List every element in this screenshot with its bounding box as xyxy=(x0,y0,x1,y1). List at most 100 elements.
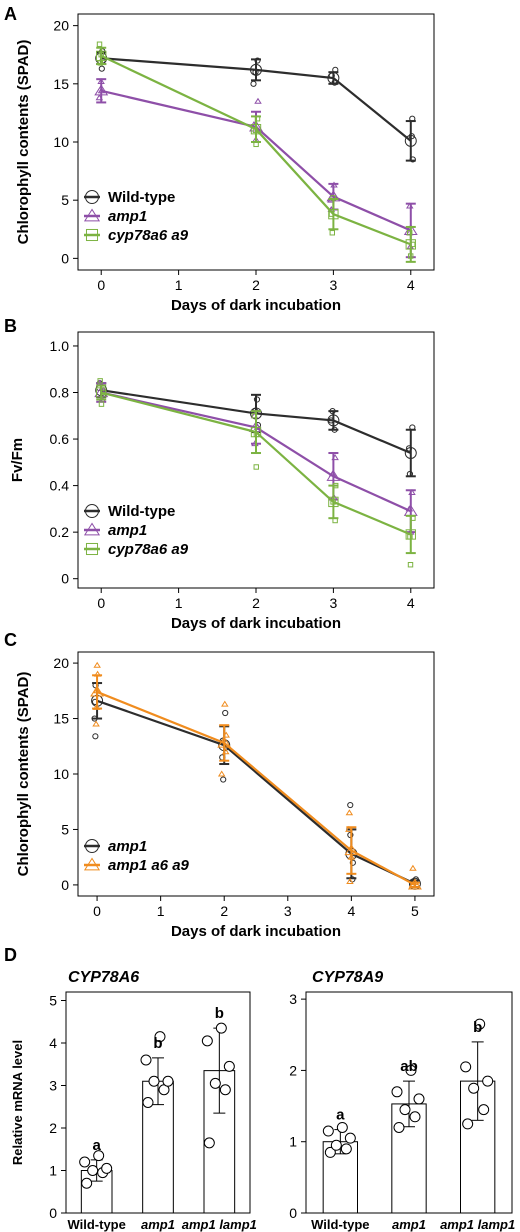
chart-title: CYP78A9 xyxy=(312,969,383,986)
significance-label: b xyxy=(153,1035,162,1052)
data-point xyxy=(201,1035,213,1047)
data-point xyxy=(142,1097,154,1108)
legend-swatch-marker xyxy=(83,208,101,222)
data-point xyxy=(406,230,413,236)
mean-marker xyxy=(96,50,107,62)
y-tick-label: 15 xyxy=(53,76,69,92)
data-point xyxy=(203,1137,215,1149)
y-tick-label: 5 xyxy=(61,192,69,208)
mean-marker xyxy=(250,426,262,438)
x-tick-label: 5 xyxy=(411,903,419,919)
y-tick-label: 15 xyxy=(53,711,69,727)
data-point xyxy=(254,57,261,64)
y-tick-label: 0 xyxy=(289,1205,297,1221)
panel-label: B xyxy=(4,316,17,336)
y-tick-label: 0 xyxy=(61,250,69,266)
data-point xyxy=(140,1054,152,1066)
y-tick-label: 3 xyxy=(49,1078,57,1094)
data-point xyxy=(393,1121,405,1133)
data-point xyxy=(87,1165,99,1176)
legend-swatch-marker xyxy=(83,522,101,536)
y-tick-label: 5 xyxy=(61,821,69,837)
data-point xyxy=(81,1177,93,1189)
data-point xyxy=(407,562,414,568)
legend-swatch-marker xyxy=(83,857,101,871)
data-point xyxy=(101,1162,113,1174)
chart-panel-b: B 0 0.2 0.4 0.6 0.8 1.0 0 1 2 3 4 Days of dark incub… xyxy=(4,316,435,632)
data-point xyxy=(93,1150,105,1162)
data-point xyxy=(254,97,262,104)
series-line xyxy=(96,690,416,886)
mean-marker xyxy=(405,239,416,250)
panel-label: C xyxy=(4,630,17,650)
significance-label: a xyxy=(92,1137,101,1154)
data-point xyxy=(96,41,103,47)
y-tick-label: 2 xyxy=(49,1120,57,1136)
chart-panel-a: A 0 5 10 15 20 0 1 2 3 4 Days of dark incubation Chl… xyxy=(4,4,435,314)
data-point xyxy=(462,1118,474,1130)
series-line xyxy=(101,389,412,455)
data-point xyxy=(162,1075,174,1087)
mean-marker xyxy=(327,414,340,427)
legend-entry: amp1 xyxy=(108,838,147,855)
data-point xyxy=(219,1084,231,1096)
x-tick-label: 3 xyxy=(329,277,337,293)
y-axis-title: Relative mRNA level xyxy=(10,1040,25,1165)
legend-entry: Wild-type xyxy=(108,503,175,520)
category-label: amp1 xyxy=(392,1217,426,1232)
y-tick-label: 2 xyxy=(289,1062,297,1078)
y-axis-title: Chlorophyll contents (SPAD) xyxy=(15,672,32,877)
x-tick-label: 1 xyxy=(175,277,183,293)
series-amp1-a6-a9 xyxy=(90,661,422,890)
data-point xyxy=(322,1125,334,1137)
mean-marker xyxy=(90,685,105,697)
x-axis-title: Days of dark incubation xyxy=(171,923,341,940)
data-point xyxy=(329,230,336,236)
significance-label: ab xyxy=(400,1058,418,1075)
mean-marker xyxy=(328,208,339,220)
data-point xyxy=(405,1064,417,1076)
mean-marker xyxy=(328,496,339,508)
mean-marker xyxy=(404,447,417,460)
legend-swatch-marker xyxy=(85,839,99,853)
mean-marker xyxy=(217,736,232,748)
series-cyp78a6-a9 xyxy=(96,378,416,568)
y-tick-label: 1 xyxy=(49,1163,57,1179)
data-point xyxy=(413,1093,425,1105)
y-tick-label: 20 xyxy=(53,655,69,671)
mean-marker xyxy=(404,134,417,147)
data-point xyxy=(330,1139,342,1151)
significance-label: b xyxy=(215,1005,224,1022)
mean-marker xyxy=(96,387,107,398)
data-point xyxy=(221,700,229,707)
mean-marker xyxy=(344,844,359,856)
x-axis-title: Days of dark incubation xyxy=(171,297,341,314)
data-point xyxy=(482,1075,494,1087)
data-point xyxy=(92,733,99,740)
y-tick-label: 20 xyxy=(53,18,69,34)
series-Wild-type xyxy=(95,48,417,163)
mean-marker xyxy=(94,84,109,96)
x-tick-label: 2 xyxy=(252,277,260,293)
y-tick-label: 0 xyxy=(61,571,69,587)
x-tick-label: 3 xyxy=(284,903,292,919)
y-tick-label: 0 xyxy=(61,877,69,893)
data-point xyxy=(399,1104,411,1116)
y-tick-label: 10 xyxy=(53,766,69,782)
category-label: amp1 xyxy=(141,1217,175,1232)
y-tick-label: 4 xyxy=(49,1035,57,1051)
y-axis-title: Fv/Fm xyxy=(9,438,26,482)
data-point xyxy=(468,1082,480,1094)
data-point xyxy=(98,401,105,407)
data-point xyxy=(344,1132,356,1144)
x-tick-label: 4 xyxy=(407,595,415,611)
data-point xyxy=(79,1156,91,1168)
x-tick-label: 0 xyxy=(93,903,101,919)
legend-entry: cyp78a6 a9 xyxy=(108,227,189,244)
data-point xyxy=(345,825,353,832)
data-point xyxy=(250,80,257,87)
data-point xyxy=(409,864,417,871)
series-cyp78a6-a9 xyxy=(96,41,416,263)
data-point xyxy=(215,1022,227,1034)
